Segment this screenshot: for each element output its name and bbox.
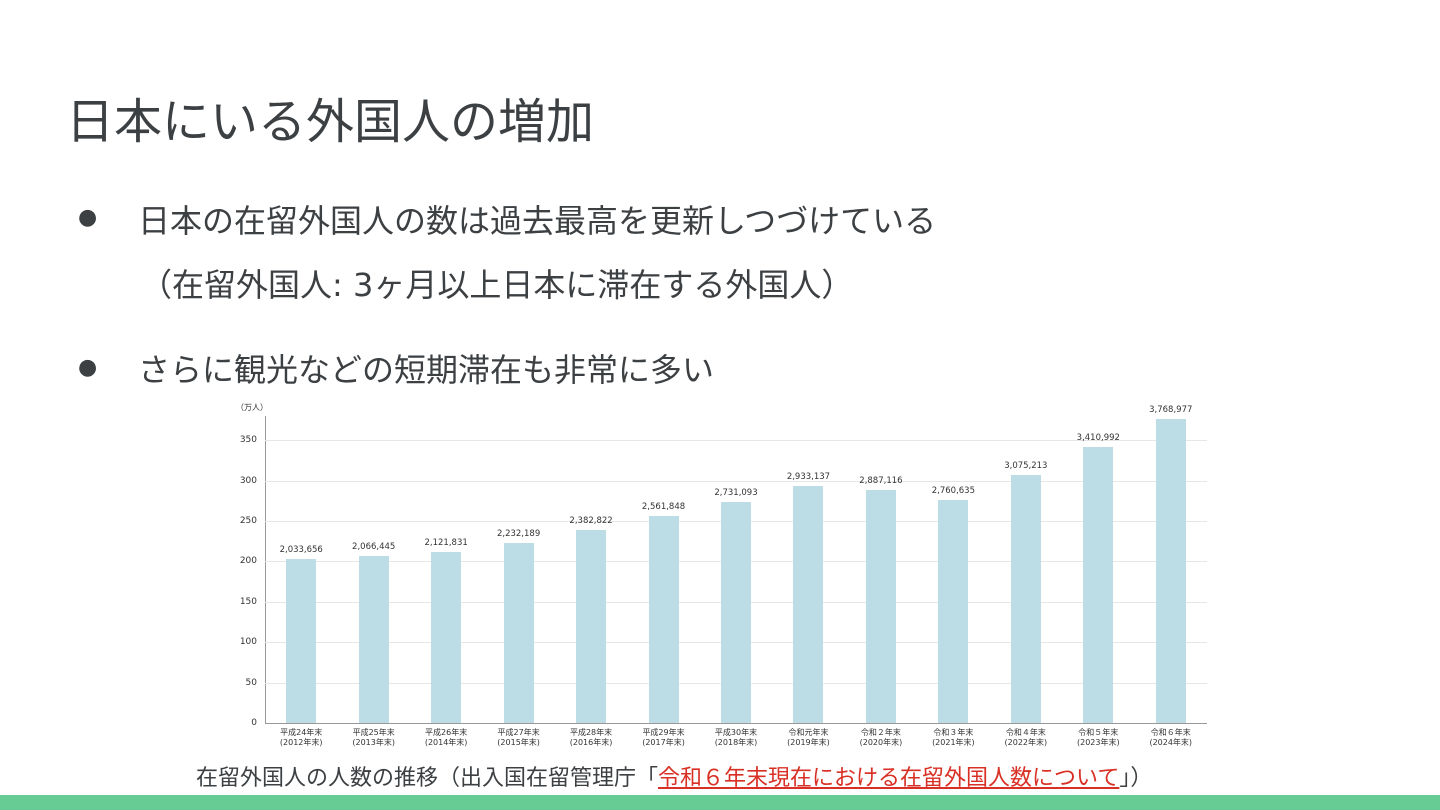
x-tick-label: 平成26年末 (2014年末)	[424, 728, 468, 747]
value-label: 2,033,656	[279, 544, 323, 555]
bar	[503, 542, 534, 723]
bar	[938, 499, 969, 723]
y-tick-label: 350	[239, 435, 257, 446]
x-tick-label: 令和４年末 (2022年末)	[1004, 728, 1048, 747]
value-label: 3,075,213	[1004, 460, 1048, 471]
x-tick-label: 平成25年末 (2013年末)	[352, 728, 395, 747]
bar	[286, 558, 317, 723]
y-tick-label: 50	[245, 677, 257, 688]
y-tick-label: 300	[239, 475, 257, 486]
value-label: 2,121,831	[424, 537, 468, 548]
bar	[1010, 474, 1041, 723]
value-label: 2,232,189	[496, 528, 541, 539]
bar	[648, 516, 679, 723]
caption-text: 在留外国人の人数の推移（出入国在留管理庁「	[196, 766, 659, 791]
value-label: 2,561,848	[641, 502, 686, 513]
x-tick-label: 令和６年末 (2024年末)	[1149, 728, 1193, 747]
x-tick-label: 令和５年末 (2023年末)	[1076, 728, 1120, 747]
bar	[431, 551, 462, 723]
bar	[865, 489, 896, 723]
y-axis-label: （万人）	[236, 403, 268, 412]
y-axis	[265, 416, 266, 723]
bar	[576, 530, 607, 723]
bullet-text: 日本の在留外国人の数は過去最高を更新しつづけている	[138, 202, 937, 240]
grid-line	[265, 440, 1207, 442]
value-label: 2,933,137	[786, 472, 831, 483]
bullet-dot: ●	[78, 205, 98, 230]
bullet-text: さらに観光などの短期滞在も非常に多い	[138, 351, 715, 389]
value-label: 2,382,822	[569, 516, 613, 527]
x-tick-label: 令和元年末 (2019年末)	[787, 728, 830, 747]
caption-text: 」）	[1119, 766, 1153, 791]
y-tick-label: 0	[251, 718, 257, 728]
bar	[721, 502, 751, 723]
value-label: 2,066,445	[352, 542, 396, 553]
x-tick-label: 平成27年末 (2015年末)	[497, 728, 540, 747]
y-tick-label: 100	[239, 637, 257, 648]
slide-title: 日本にいる外国人の増加	[66, 94, 595, 150]
bar	[1083, 447, 1114, 723]
bar	[358, 556, 389, 723]
x-tick-label: 令和３年末 (2021年末)	[932, 728, 975, 747]
bar	[1155, 418, 1186, 723]
value-label: 3,768,977	[1149, 404, 1193, 415]
x-tick-label: 平成29年末 (2017年末)	[642, 728, 685, 747]
value-label: 2,731,093	[714, 488, 758, 499]
bar	[793, 486, 824, 723]
y-tick-label: 150	[239, 596, 257, 607]
y-tick-label: 200	[239, 556, 257, 567]
x-tick-label: 平成28年末 (2016年末)	[569, 728, 613, 747]
grid-line	[265, 480, 1207, 482]
bullet-dot: ●	[78, 355, 98, 380]
value-label: 2,887,116	[859, 475, 903, 486]
footer-bar	[0, 795, 1440, 810]
value-label: 3,410,992	[1076, 433, 1120, 444]
bullet-note: （在留外国人: 3ヶ月以上日本に滞在する外国人）	[140, 266, 854, 304]
x-tick-label: 令和２年末 (2020年末)	[859, 728, 903, 747]
caption: 在留外国人の人数の推移（出入国在留管理庁「令和６年末現在における在留外国人数につ…	[196, 760, 1152, 792]
x-tick-label: 平成30年末 (2018年末)	[714, 728, 758, 747]
value-label: 2,760,635	[931, 485, 975, 496]
y-tick-label: 250	[239, 516, 257, 527]
source-link[interactable]: 令和６年末現在における在留外国人数について	[658, 766, 1120, 791]
grid-line	[265, 723, 1207, 724]
x-tick-label: 平成24年末 (2012年末)	[279, 728, 323, 747]
